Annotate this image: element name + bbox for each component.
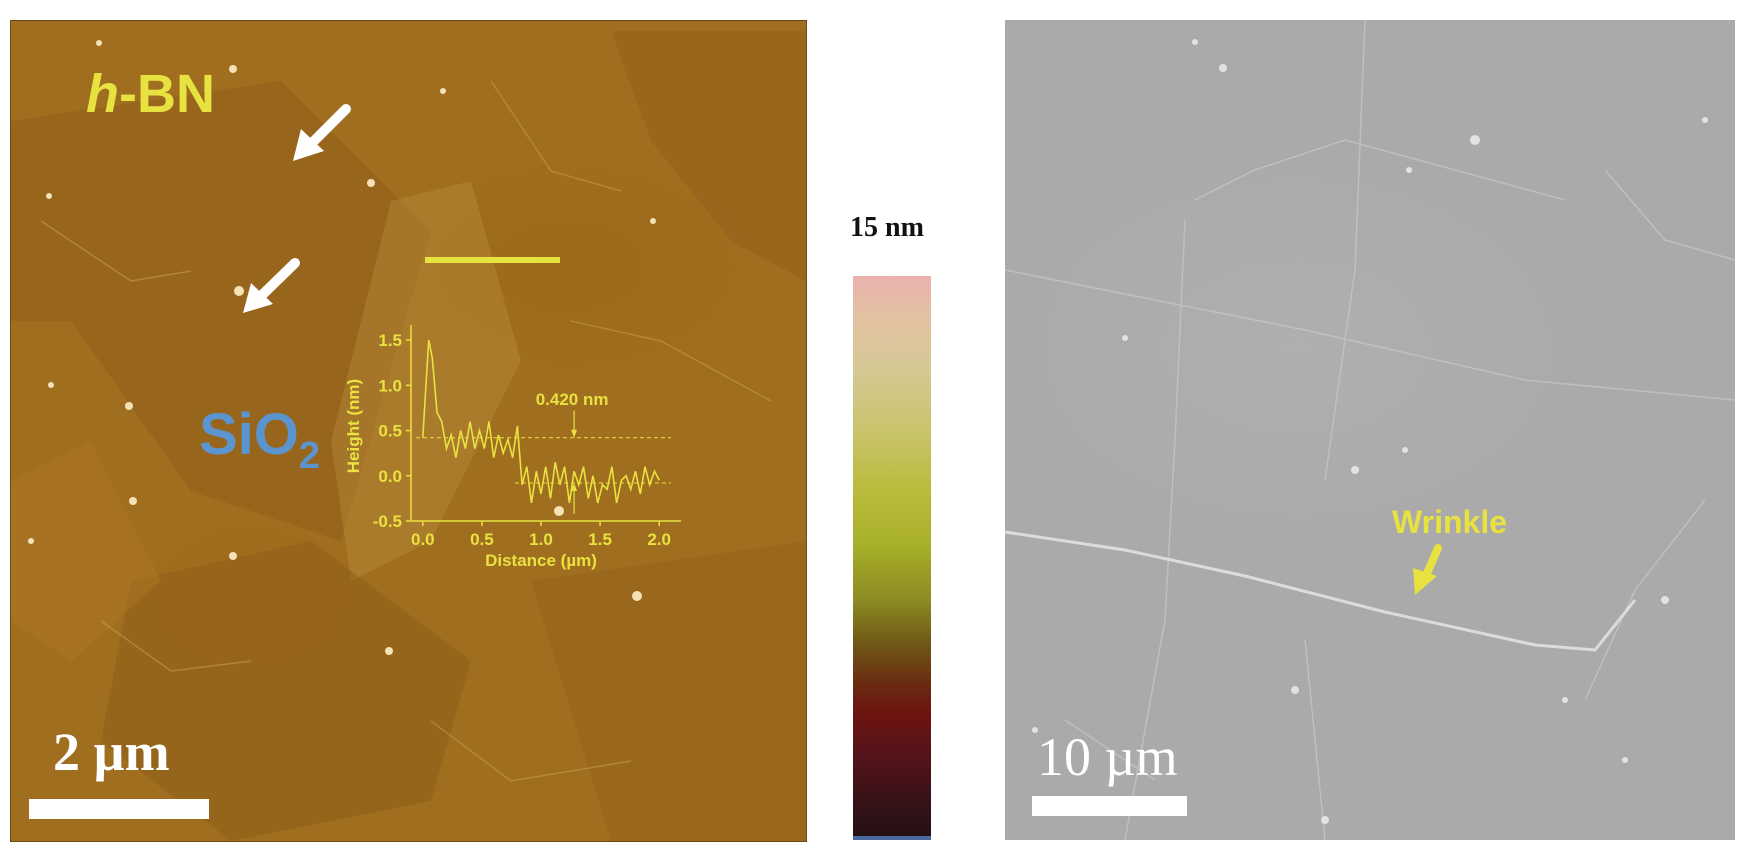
afm-scale-label: 2 µm — [53, 722, 170, 782]
inset-profile-line — [422, 339, 660, 504]
wrinkle-arrow — [1413, 544, 1442, 595]
wrinkle-label: Wrinkle — [1392, 504, 1507, 540]
height-profile-inset: -0.5 0.0 0.5 1.0 1.5 0.0 0.5 1.0 1.5 2.0 Distance … — [344, 325, 681, 570]
inset-y-tick-label: 1.5 — [378, 331, 402, 350]
inset-y-tick-label: 0.5 — [378, 422, 402, 441]
afm-image-panel: h-BN SiO2 -0.5 0.0 0.5 1.0 1.5 0.0 0.5 1.0 1.5 2.… — [10, 20, 807, 842]
inset-step-arrowhead-bottom — [571, 483, 578, 491]
arrow-upper — [293, 104, 351, 161]
inset-x-tick-label: 1.5 — [588, 530, 612, 549]
afm-texture — [11, 31, 806, 841]
inset-x-tick-label: 0.0 — [411, 530, 435, 549]
inset-x-tick-label: 2.0 — [647, 530, 671, 549]
wrinkle-line — [1005, 530, 1637, 652]
inset-y-tick-label: 1.0 — [378, 376, 402, 395]
sio2-label: SiO2 — [199, 402, 321, 477]
inset-x-tick-label: 1.0 — [529, 530, 553, 549]
afm-scale-bar — [29, 799, 209, 819]
hbn-label: h-BN — [86, 64, 215, 124]
sem-texture — [1005, 20, 1735, 840]
height-colorbar — [853, 276, 931, 840]
inset-step-arrowhead-top — [571, 429, 578, 438]
inset-y-tick-label: 0.0 — [378, 467, 402, 486]
inset-x-tick-label: 0.5 — [470, 530, 494, 549]
arrow-lower — [243, 258, 300, 313]
inset-y-tick-label: -0.5 — [373, 512, 402, 531]
inset-step-annotation: 0.420 nm — [536, 390, 609, 409]
sem-scale-label: 10 µm — [1037, 727, 1178, 787]
profile-line-marker — [425, 257, 560, 263]
sem-scale-bar — [1032, 796, 1187, 816]
sem-image-panel: Wrinkle 10 µm — [1005, 20, 1735, 840]
inset-x-axis-label: Distance (µm) — [485, 551, 597, 570]
inset-y-axis-label: Height (nm) — [344, 379, 363, 473]
colorbar-max-label: 15 nm — [850, 212, 924, 243]
